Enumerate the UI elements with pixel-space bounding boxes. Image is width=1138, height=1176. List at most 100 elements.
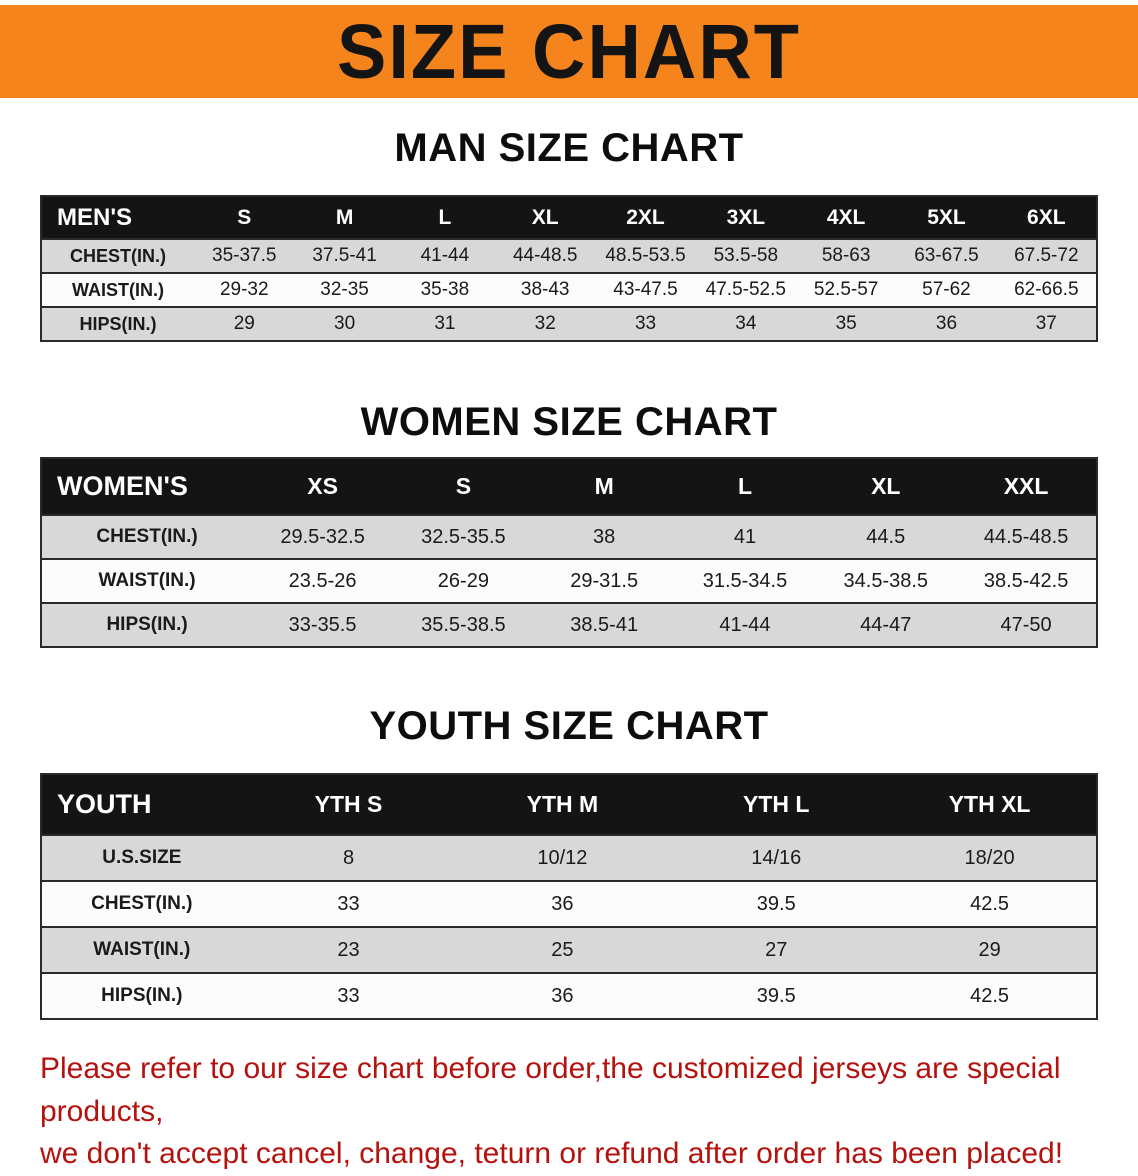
value-cell: 42.5	[970, 892, 1010, 915]
table-row: HIPS(IN.) 33-35.5 35.5-38.5 38.5-41 41-44 44-…	[41, 603, 1097, 647]
value-cell: 48.5-53.5	[605, 245, 686, 266]
value-cell: 32	[534, 313, 556, 334]
value-cell: 23	[337, 938, 360, 961]
table-title-cell: MEN'S	[41, 196, 195, 239]
size-chart-page: SIZE CHART MAN SIZE CHART MEN'S S M L XL 2XL 3…	[0, 5, 1138, 1176]
size-header-cell: XL	[815, 458, 957, 515]
value-cell: 44.5-48.5	[983, 525, 1069, 548]
table-header-row: YOUTH YTH S YTH M YTH L YTH XL	[41, 774, 1097, 835]
size-header-cell: XXL	[956, 458, 1097, 515]
value-cell: 30	[334, 313, 356, 334]
value-cell: 26-29	[437, 569, 489, 592]
table-row: HIPS(IN.) 29 30 31 32 33 34 35 36 37	[41, 307, 1097, 341]
disclaimer-line-2: we don't accept cancel, change, teturn o…	[40, 1137, 1064, 1171]
value-cell: 38-43	[520, 279, 570, 300]
size-header-cell: 3XL	[695, 196, 796, 239]
row-label-cell: CHEST(IN.)	[70, 245, 167, 266]
size-header-cell: YTH S	[241, 774, 456, 835]
size-header-cell: YTH M	[455, 774, 670, 835]
value-cell: 29	[978, 938, 1001, 961]
value-cell: 44-48.5	[512, 245, 578, 266]
row-label-cell: CHEST(IN.)	[91, 893, 193, 914]
men-section-heading: MAN SIZE CHART	[394, 126, 744, 170]
value-cell: 38	[593, 525, 616, 548]
size-header-cell: YTH L	[669, 774, 884, 835]
value-cell: 35-37.5	[212, 245, 277, 266]
size-header-cell: YTH XL	[883, 774, 1097, 835]
value-cell: 14/16	[751, 846, 802, 869]
row-label-cell: CHEST(IN.)	[96, 526, 198, 547]
row-label-cell: HIPS(IN.)	[79, 313, 157, 334]
value-cell: 44.5	[866, 525, 906, 548]
value-cell: 33	[634, 313, 657, 334]
women-size-table: WOMEN'S XS S M L XL XXL CHEST(IN.) 29.5-32.5 32.5…	[40, 457, 1098, 648]
youth-section-heading: YOUTH SIZE CHART	[369, 704, 769, 748]
value-cell: 36	[935, 313, 958, 334]
value-cell: 25	[551, 938, 574, 961]
value-cell: 41	[733, 525, 757, 548]
value-cell: 57-62	[922, 279, 971, 300]
value-cell: 34	[735, 313, 757, 334]
value-cell: 33-35.5	[288, 613, 357, 636]
value-cell: 62-66.5	[1014, 279, 1079, 300]
value-cell: 29-32	[219, 279, 269, 300]
value-cell: 37.5-41	[312, 245, 377, 266]
section-youth: YOUTH SIZE CHART YOUTH YTH S YTH M YTH L YTH…	[0, 704, 1138, 1020]
value-cell: 33	[337, 984, 360, 1007]
value-cell: 39.5	[756, 892, 796, 915]
value-cell: 53.5-58	[713, 245, 779, 266]
banner: SIZE CHART	[0, 5, 1138, 98]
table-row: WAIST(IN.) 23 25 27 29	[41, 927, 1097, 973]
value-cell: 41-44	[719, 613, 771, 636]
value-cell: 29-31.5	[570, 569, 639, 592]
value-cell: 38.5-42.5	[983, 569, 1069, 592]
row-label-cell: WAIST(IN.)	[72, 279, 165, 300]
table-row: WAIST(IN.) 29-32 32-35 35-38 38-43 43-47.5 47.…	[41, 273, 1097, 307]
section-women: WOMEN SIZE CHART WOMEN'S XS S M L XL XXL CHEST(…	[0, 400, 1138, 648]
size-header-cell: XS	[252, 458, 393, 515]
size-header-cell: M	[533, 458, 675, 515]
row-label-cell: WAIST(IN.)	[93, 939, 191, 960]
value-cell: 38.5-41	[570, 613, 639, 636]
men-size-table: MEN'S S M L XL 2XL 3XL 4XL 5XL 6XL CHEST(IN.) 35-37…	[40, 195, 1098, 342]
value-cell: 47-50	[1000, 613, 1052, 636]
row-label-cell: U.S.SIZE	[102, 847, 182, 868]
value-cell: 18/20	[964, 846, 1015, 869]
value-cell: 32-35	[320, 279, 369, 300]
value-cell: 39.5	[756, 984, 796, 1007]
youth-size-table: YOUTH YTH S YTH M YTH L YTH XL U.S.SIZE 8 10/12…	[40, 773, 1098, 1020]
value-cell: 37	[1035, 313, 1057, 334]
value-cell: 47.5-52.5	[705, 279, 786, 300]
value-cell: 52.5-57	[813, 279, 879, 300]
value-cell: 36	[551, 984, 574, 1007]
size-header-cell: L	[394, 196, 496, 239]
value-cell: 44-47	[860, 613, 912, 636]
table-row: CHEST(IN.) 35-37.5 37.5-41 41-44 44-48.5 48.5…	[41, 239, 1097, 273]
value-cell: 63-67.5	[914, 245, 979, 266]
table-row: HIPS(IN.) 33 36 39.5 42.5	[41, 973, 1097, 1019]
size-header-cell: S	[194, 196, 295, 239]
page-title: SIZE CHART	[337, 7, 801, 95]
value-cell: 31	[434, 313, 456, 334]
value-cell: 36	[551, 892, 574, 915]
size-header-cell: 5XL	[896, 196, 997, 239]
value-cell: 27	[765, 938, 788, 961]
size-header-cell: XL	[495, 196, 596, 239]
value-cell: 23.5-26	[288, 569, 357, 592]
value-cell: 33	[337, 892, 360, 915]
table-header-row: MEN'S S M L XL 2XL 3XL 4XL 5XL 6XL	[41, 196, 1097, 239]
row-label-cell: HIPS(IN.)	[101, 985, 183, 1006]
table-row: CHEST(IN.) 29.5-32.5 32.5-35.5 38 41 44.5 44.5…	[41, 515, 1097, 559]
disclaimer: Please refer to our size chart before or…	[40, 1048, 1100, 1176]
size-header-cell: M	[294, 196, 395, 239]
value-cell: 67.5-72	[1014, 245, 1079, 266]
table-title-cell: WOMEN'S	[41, 458, 253, 515]
size-header-cell: S	[392, 458, 534, 515]
section-men: MAN SIZE CHART MEN'S S M L XL 2XL 3XL 4XL 5XL 6XL…	[0, 126, 1138, 342]
value-cell: 31.5-34.5	[702, 569, 788, 592]
value-cell: 43-47.5	[613, 279, 678, 300]
disclaimer-line-1: Please refer to our size chart before or…	[40, 1052, 1061, 1128]
value-cell: 34.5-38.5	[843, 569, 929, 592]
table-title-cell: YOUTH	[41, 774, 242, 835]
women-section-heading: WOMEN SIZE CHART	[360, 400, 778, 444]
